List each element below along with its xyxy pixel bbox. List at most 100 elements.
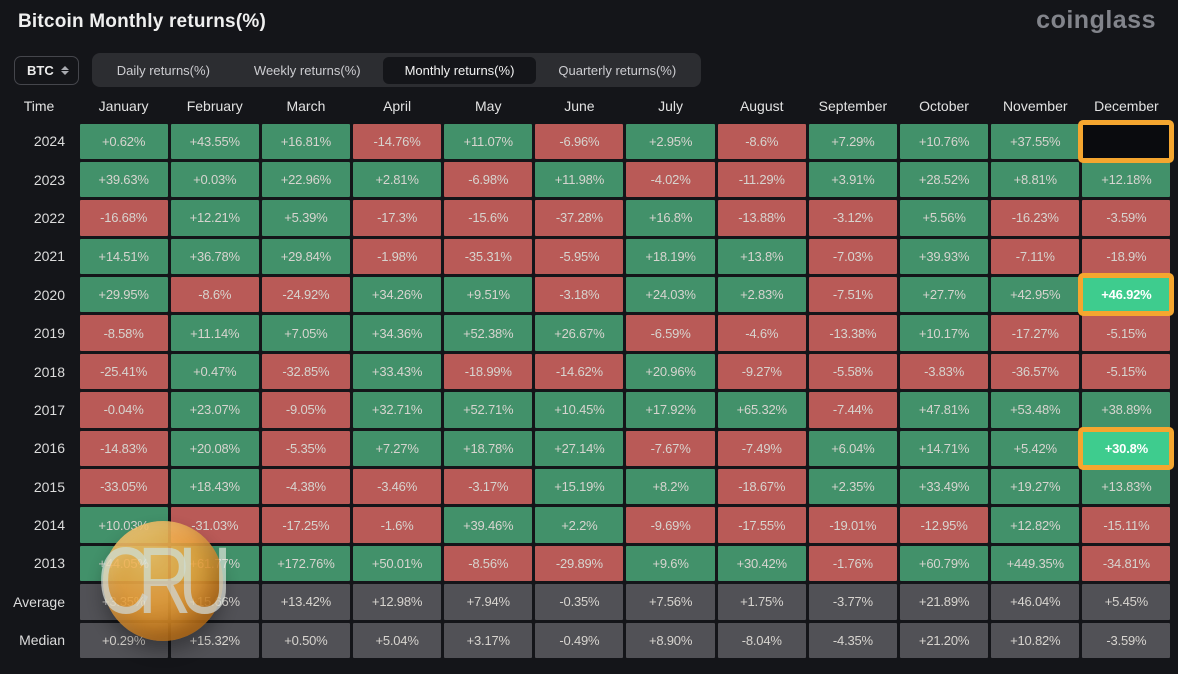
return-cell-2023-march: +22.96% [261,161,350,198]
return-cell-2013-december: -34.81% [1082,545,1171,582]
column-header-june: June [564,98,595,114]
return-cell-2019-february: +11.14% [170,315,259,351]
return-cell-2024-may: +11.07% [444,123,533,159]
return-cell-2024-november: +37.55% [991,123,1080,159]
return-cell-2021-january: +14.51% [79,238,168,275]
return-cell-2018-july: +20.96% [626,353,715,390]
return-cell-median-june: -0.49% [535,622,624,658]
return-cell-2024-april: -14.76% [352,123,442,159]
return-cell-2018-october: -3.83% [899,353,989,390]
tab-daily-returns[interactable]: Daily returns(%) [116,62,210,78]
return-cell-2023-august: -11.29% [717,161,806,198]
return-cell-2013-july: +9.6% [626,545,715,582]
return-cell-2015-january: -33.05% [79,469,168,505]
return-cell-2014-december: -15.11% [1082,507,1171,543]
return-cell-2018-august: -9.27% [717,353,806,390]
return-cell-2014-july: -9.69% [626,507,715,543]
return-cell-2014-september: -19.01% [808,507,897,543]
return-cell-average-june: -0.35% [535,584,624,620]
row-label-2017: 2017 [33,401,65,418]
return-cell-2015-november: +19.27% [991,469,1080,505]
returns-table: Time January February March April May June July… [0,90,1175,659]
return-cell-2016-january: -14.83% [79,430,168,467]
cru-watermark-logo: CRU [97,521,232,641]
return-cell-2015-august: -18.67% [717,469,806,505]
return-cell-2016-june: +27.14% [535,430,624,467]
return-cell-2022-december: -3.59% [1082,200,1171,236]
row-label-average: Average [13,593,65,610]
return-cell-2020-august: +2.83% [717,277,806,313]
return-cell-2015-may: -3.17% [444,469,533,505]
return-cell-average-july: +7.56% [626,584,715,620]
return-cell-2017-february: +23.07% [170,392,259,428]
return-cell-2018-april: +33.43% [352,353,442,390]
return-cell-2023-december: +12.18% [1082,161,1171,198]
return-cell-2024-december [1078,119,1175,163]
page-title: Bitcoin Monthly returns(%) [18,11,266,32]
return-cell-2020-november: +42.95% [991,277,1080,313]
return-cell-2020-may: +9.51% [444,277,533,313]
return-cell-2024-july: +2.95% [626,123,715,159]
return-cell-median-august: -8.04% [717,622,806,658]
return-cell-2019-september: -13.38% [808,315,897,351]
return-cell-2013-september: -1.76% [808,545,897,582]
return-cell-2017-december: +38.89% [1082,392,1171,428]
return-cell-average-april: +12.98% [352,584,442,620]
return-cell-2020-april: +34.26% [352,277,442,313]
return-cell-2024-october: +10.76% [899,123,989,159]
return-cell-2021-october: +39.93% [899,238,989,275]
return-cell-2022-may: -15.6% [444,200,533,236]
tab-quarterly-returns[interactable]: Quarterly returns(%) [558,62,677,78]
return-cell-median-may: +3.17% [444,622,533,658]
return-cell-2019-november: -17.27% [991,315,1080,351]
row-label-2021: 2021 [33,248,65,265]
tab-monthly-returns[interactable]: Monthly returns(%) [382,56,537,84]
return-cell-2023-april: +2.81% [352,161,442,198]
symbol-select[interactable]: BTC [14,55,79,85]
return-cell-2019-august: -4.6% [717,315,806,351]
return-cell-2022-march: +5.39% [261,200,350,236]
column-header-july: July [658,98,684,114]
return-cell-2017-march: -9.05% [261,392,350,428]
return-cell-2018-may: -18.99% [444,353,533,390]
return-cell-2018-january: -25.41% [79,353,168,390]
return-cell-2020-july: +24.03% [626,277,715,313]
return-cell-2018-november: -36.57% [991,353,1080,390]
return-cell-2019-july: -6.59% [626,315,715,351]
return-cell-2013-march: +172.76% [261,545,350,582]
return-cell-2021-december: -18.9% [1082,238,1171,275]
return-cell-2017-october: +47.81% [899,392,989,428]
return-cell-2022-january: -16.68% [79,200,168,236]
return-cell-2020-september: -7.51% [808,277,897,313]
return-cell-2020-june: -3.18% [535,277,624,313]
return-cell-2023-october: +28.52% [899,161,989,198]
column-header-may: May [475,98,502,114]
return-cell-2017-june: +10.45% [535,392,624,428]
column-header-march: March [286,98,326,114]
return-cell-2024-march: +16.81% [261,123,350,159]
return-cell-2024-august: -8.6% [717,123,806,159]
return-cell-2019-april: +34.36% [352,315,442,351]
return-cell-median-july: +8.90% [626,622,715,658]
tab-weekly-returns[interactable]: Weekly returns(%) [253,62,361,78]
return-cell-2015-february: +18.43% [170,469,259,505]
return-cell-2016-february: +20.08% [170,430,259,467]
return-cell-2022-july: +16.8% [626,200,715,236]
return-cell-2015-october: +33.49% [899,469,989,505]
return-cell-2014-may: +39.46% [444,507,533,543]
return-cell-median-october: +21.20% [899,622,989,658]
return-cell-2020-january: +29.95% [79,277,168,313]
return-cell-2016-october: +14.71% [899,430,989,467]
return-cell-2015-april: -3.46% [352,469,442,505]
row-label-2020: 2020 [33,286,65,303]
return-cell-2013-april: +50.01% [352,545,442,582]
column-header-september: September [818,98,888,114]
return-cell-2018-june: -14.62% [535,353,624,390]
return-cell-2016-november: +5.42% [991,430,1080,467]
row-label-2013: 2013 [33,555,65,572]
return-cell-2021-august: +13.8% [717,238,806,275]
return-cell-2019-january: -8.58% [79,315,168,351]
row-label-2018: 2018 [33,363,65,380]
column-header-august: August [739,98,784,114]
